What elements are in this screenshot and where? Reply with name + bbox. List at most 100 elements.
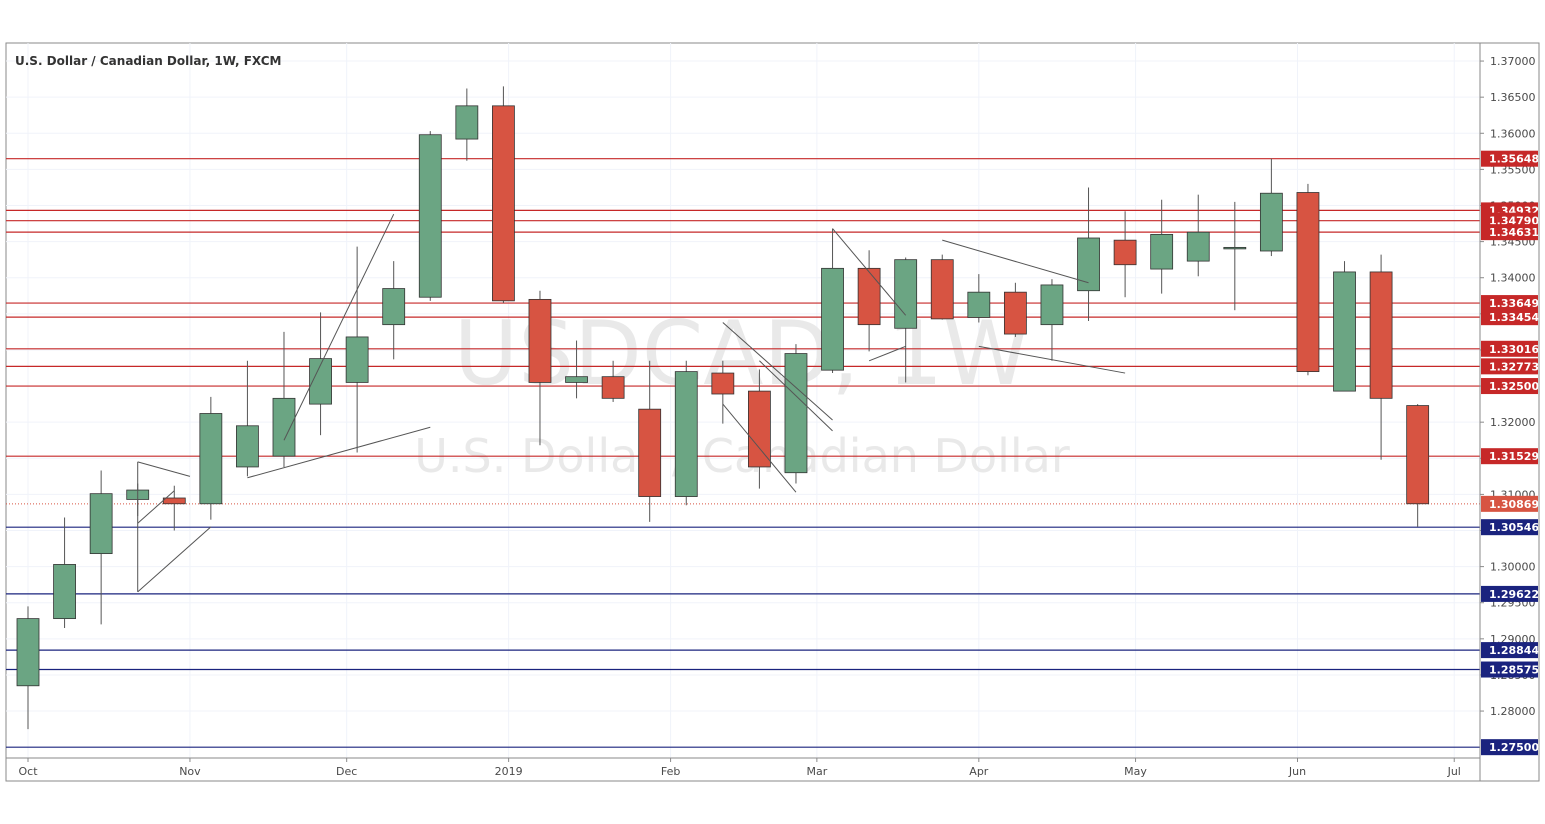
time-tick-label: May <box>1124 765 1147 778</box>
candle-body <box>16 618 40 687</box>
support-level-label: 1.27500 <box>1489 741 1539 754</box>
support-level-label: 1.29622 <box>1489 588 1539 601</box>
trendline <box>137 526 212 593</box>
candle-body <box>1296 192 1320 373</box>
candle-body <box>1406 405 1430 505</box>
time-tick-label: 2019 <box>495 765 523 778</box>
resistance-level-label-bg <box>1481 224 1538 241</box>
candle-body <box>1150 233 1174 270</box>
candle-body <box>89 493 113 555</box>
candle-bearish <box>711 360 735 424</box>
candle-body <box>236 425 259 468</box>
trendline <box>137 490 175 524</box>
candle-body <box>674 371 698 497</box>
time-tick-label: Dec <box>336 765 357 778</box>
candle-body <box>455 105 479 140</box>
candle-bullish <box>1077 187 1100 322</box>
candle-bullish <box>345 246 369 453</box>
candle-body <box>418 134 442 298</box>
candle-body <box>53 564 76 620</box>
price-tick-label: 1.32000 <box>1490 416 1536 429</box>
candle-body <box>492 105 515 302</box>
time-axis[interactable]: Oct Nov Dec 2019 Feb Mar Apr May Jun Jul <box>18 758 1461 778</box>
support-level-label-bg <box>1481 661 1538 678</box>
candle-body <box>711 372 735 395</box>
candle-bearish <box>638 360 662 522</box>
trendline <box>978 345 1126 374</box>
candle-bullish <box>1259 158 1283 257</box>
candle-bullish <box>967 274 991 323</box>
candle-body <box>967 291 991 318</box>
resistance-level-label: 1.33016 <box>1489 343 1539 356</box>
candle-body <box>821 267 844 371</box>
time-tick-label: Oct <box>18 765 38 778</box>
candle-body <box>1369 271 1393 399</box>
resistance-level-label: 1.31529 <box>1489 450 1539 463</box>
candle-bullish <box>1150 199 1174 294</box>
candle-bullish <box>784 344 808 484</box>
current-price-label: 1.30869 <box>1489 498 1539 511</box>
candle-body <box>784 353 808 474</box>
trendline <box>283 213 395 441</box>
trendline <box>832 228 907 316</box>
price-tick-label: 1.34000 <box>1490 272 1536 285</box>
trendline <box>942 239 1089 284</box>
time-tick-label: Apr <box>969 765 989 778</box>
candle-bullish <box>309 312 332 436</box>
candle-body <box>199 413 223 505</box>
resistance-level-label: 1.33454 <box>1489 311 1539 324</box>
candle-bearish <box>857 250 881 352</box>
candle-bullish <box>1223 201 1247 311</box>
support-level-label: 1.30546 <box>1489 521 1539 534</box>
candle-bearish <box>930 254 954 320</box>
candle-body <box>1003 291 1027 335</box>
resistance-level-label-bg <box>1481 309 1538 326</box>
chart-title: U.S. Dollar / Canadian Dollar, 1W, FXCM <box>15 54 281 68</box>
candle-body <box>894 259 918 329</box>
candle-bearish <box>1003 282 1027 337</box>
candle-body <box>345 336 369 383</box>
support-level-label: 1.28844 <box>1489 644 1539 657</box>
resistance-level-label: 1.32500 <box>1489 380 1539 393</box>
candle-body <box>601 376 625 399</box>
resistance-level-label-bg <box>1481 340 1538 357</box>
support-level-label-bg <box>1481 739 1538 756</box>
candle-body <box>309 358 332 405</box>
resistance-level-label-bg <box>1481 295 1538 312</box>
candle-bullish <box>272 331 296 467</box>
resistance-level-label: 1.35648 <box>1489 153 1539 166</box>
candle-bearish <box>1296 183 1320 376</box>
support-level-label: 1.28575 <box>1489 664 1539 677</box>
candle-bearish <box>1369 254 1393 460</box>
candle-body <box>1223 246 1247 250</box>
candle-bullish <box>16 606 40 730</box>
candle-bearish <box>601 360 625 402</box>
candle-body <box>748 390 771 468</box>
trendline <box>247 426 431 479</box>
support-level-label-bg <box>1481 642 1538 659</box>
resistance-level-label: 1.34631 <box>1489 226 1539 239</box>
price-tick-label: 1.28000 <box>1490 705 1536 718</box>
candles <box>16 86 1430 730</box>
price-tick-label: 1.36000 <box>1490 127 1536 140</box>
resistance-level-label-bg <box>1481 448 1538 465</box>
candle-bullish <box>455 88 479 161</box>
price-tick-label: 1.30000 <box>1490 561 1536 574</box>
candle-body <box>857 267 881 326</box>
candle-bearish <box>528 290 552 446</box>
time-tick-label: Feb <box>661 765 680 778</box>
chart-frame <box>5 42 1540 782</box>
candle-bullish <box>53 517 76 628</box>
resistance-level-label-bg <box>1481 358 1538 375</box>
candle-bullish <box>894 257 918 383</box>
candle-bullish <box>821 228 844 374</box>
candle-bearish <box>1113 211 1137 298</box>
level-price-labels: 1.356481.349321.347901.346311.336491.334… <box>1481 150 1539 756</box>
time-tick-label: Mar <box>806 765 827 778</box>
resistance-level-label: 1.33649 <box>1489 297 1539 310</box>
candle-body <box>1333 271 1356 392</box>
candle-bullish <box>1333 261 1356 392</box>
trendline <box>759 360 833 432</box>
trendline <box>722 322 833 421</box>
